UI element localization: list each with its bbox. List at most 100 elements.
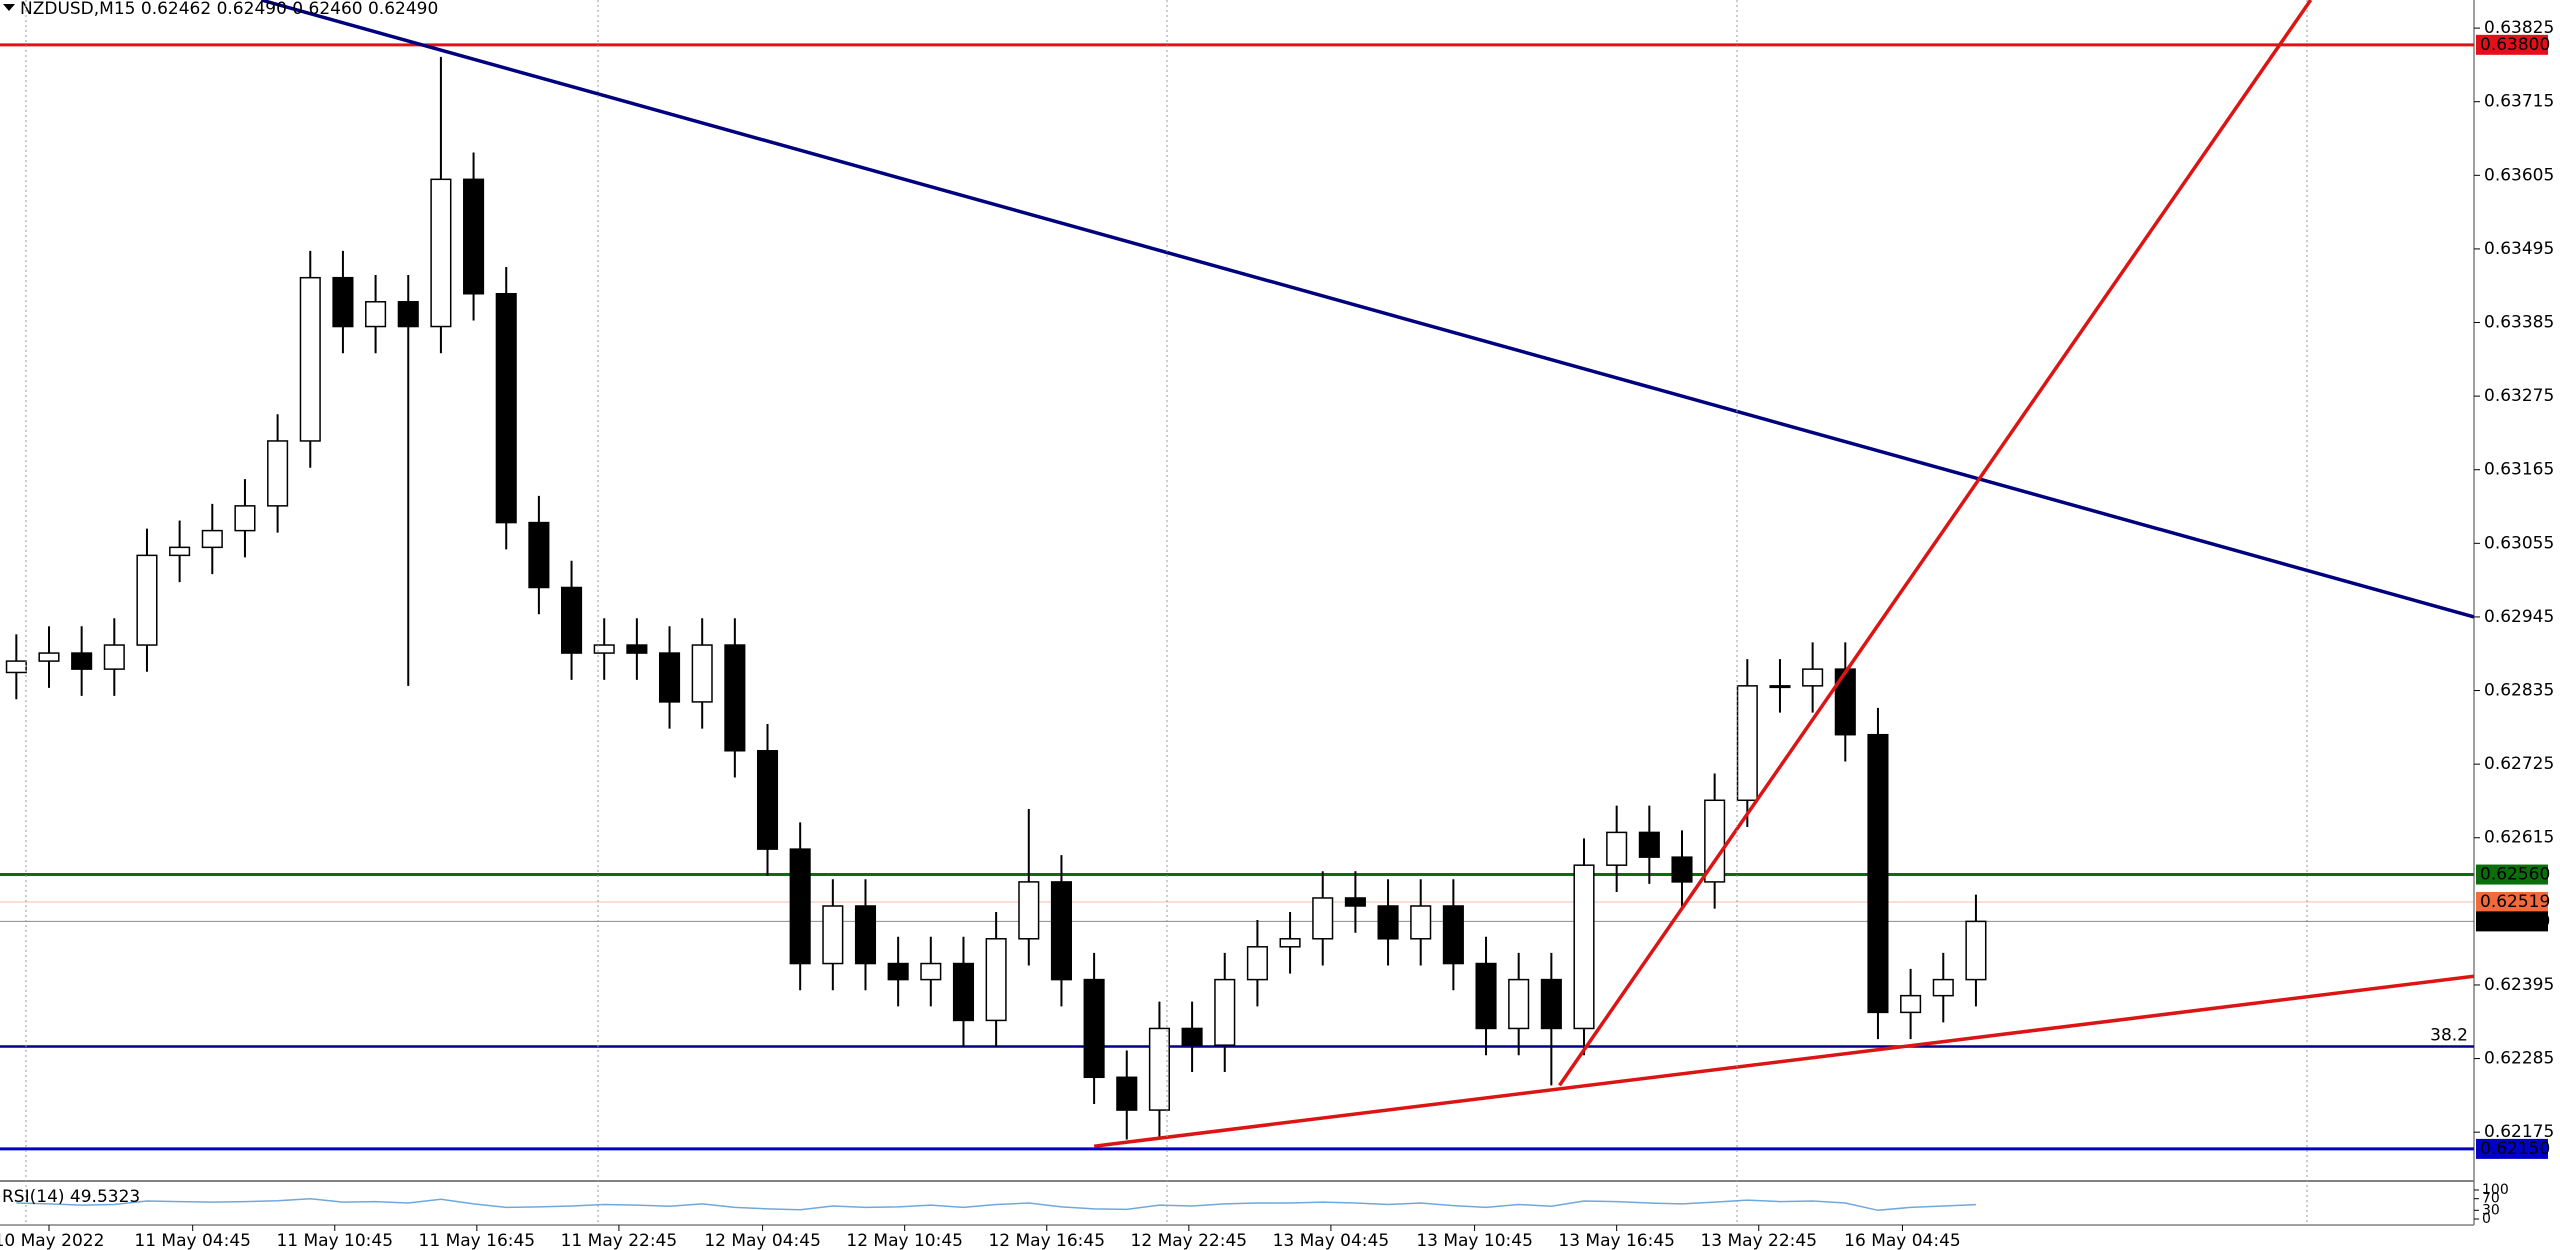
x-tick-label: 12 May 04:45 — [704, 1231, 821, 1250]
y-tick-label: 0.63275 — [2484, 386, 2554, 406]
y-tick-label: 0.63605 — [2484, 165, 2554, 185]
y-tick-label: 0.63715 — [2484, 92, 2554, 112]
y-tick-label: 0.63055 — [2484, 533, 2554, 553]
candle-body — [1769, 685, 1791, 689]
y-tick-label: 0.62175 — [2484, 1122, 2554, 1142]
candle-body — [1704, 799, 1726, 883]
y-tick-label: 0.62615 — [2484, 828, 2554, 848]
candle-body — [5, 660, 27, 674]
candle-body — [1181, 1027, 1203, 1046]
x-tick-label: 13 May 22:45 — [1700, 1231, 1817, 1250]
plot-area — [0, 0, 2474, 1151]
x-tick-label: 13 May 10:45 — [1416, 1231, 1533, 1250]
price-tag-label: 0.63800 — [2480, 35, 2550, 55]
candle-body — [658, 652, 681, 703]
price-tag — [2476, 864, 2548, 885]
candle-body — [1834, 668, 1856, 736]
candle-body — [1475, 962, 1497, 1030]
x-tick-label: 13 May 04:45 — [1273, 1231, 1390, 1250]
candle-body — [1116, 1076, 1138, 1111]
price-tag — [2476, 1138, 2548, 1159]
trend-line — [1093, 974, 2474, 1148]
x-tick-label: 11 May 04:45 — [134, 1231, 251, 1250]
candle-body — [691, 644, 713, 703]
y-tick-label: 0.62395 — [2484, 975, 2554, 995]
candle-body — [1900, 994, 1922, 1014]
candle-body — [1802, 668, 1824, 687]
candle-body — [495, 292, 517, 524]
candle-body — [561, 586, 583, 654]
price-tag — [2476, 34, 2548, 55]
x-tick-label: 11 May 22:45 — [561, 1231, 678, 1250]
candle-body — [1312, 897, 1334, 940]
candle-body — [593, 644, 615, 654]
overlay: NZDUSD,M15 0.62462 0.62490 0.62460 0.624… — [3, 0, 438, 19]
candle-body — [1148, 1027, 1170, 1111]
candle-body — [920, 962, 942, 981]
candle-body — [756, 750, 779, 850]
candle-body — [1638, 831, 1660, 858]
rsi-tick-label: 70 — [2482, 1191, 2500, 1207]
y-tick-label: 0.62835 — [2484, 681, 2554, 701]
candle-body — [528, 521, 550, 589]
x-tick-label: 10 May 2022 — [0, 1231, 104, 1250]
menu-triangle — [3, 4, 15, 11]
trend-line — [1558, 0, 2313, 1087]
trend-line — [260, 0, 2474, 619]
x-tick-label: 11 May 16:45 — [419, 1231, 536, 1250]
candle-body — [365, 301, 387, 328]
rsi-label: RSI(14) 49.5323 — [2, 1187, 140, 1207]
candle-body — [724, 644, 746, 752]
chart-title: NZDUSD,M15 0.62462 0.62490 0.62460 0.624… — [20, 0, 438, 19]
candle-body — [299, 276, 321, 442]
frame — [0, 0, 2475, 1226]
candle-body — [267, 440, 289, 507]
candle-body — [1606, 831, 1628, 866]
price-tag-label: 0.62150 — [2480, 1139, 2550, 1159]
candle-body — [1214, 978, 1236, 1046]
candle-body — [1344, 897, 1366, 907]
candle-body — [1867, 733, 1889, 1014]
candle-body — [887, 962, 909, 981]
x-tick-label: 16 May 04:45 — [1844, 1231, 1961, 1250]
candle-body — [626, 644, 648, 654]
fib-label: 38.2 — [2430, 1026, 2468, 1046]
price-tag-label: 0.62560 — [2480, 865, 2550, 885]
candle-body — [1018, 881, 1040, 940]
candle-body — [1508, 978, 1530, 1030]
rsi-tick-label: 0 — [2482, 1211, 2491, 1227]
candle-body — [1279, 938, 1301, 948]
candle-body — [822, 905, 844, 965]
candle-body — [201, 529, 223, 549]
y-tick-label: 0.62725 — [2484, 754, 2554, 774]
y-tick-label: 0.62945 — [2484, 607, 2554, 627]
candle-body — [1246, 946, 1268, 981]
candle-body — [38, 652, 60, 662]
y-tick-label: 0.62285 — [2484, 1049, 2554, 1069]
candle-body — [1932, 978, 1954, 997]
rsi-line — [16, 1197, 1976, 1212]
price-tag-label: 0.62519 — [2480, 892, 2550, 912]
candle-body — [332, 276, 354, 328]
y-tick-label: 0.63825 — [2484, 18, 2554, 38]
candle-body — [169, 546, 191, 557]
candle-body — [136, 554, 158, 646]
candle-body — [397, 301, 419, 328]
x-tick-label: 11 May 10:45 — [276, 1231, 393, 1250]
y-tick-label: 0.63165 — [2484, 460, 2554, 480]
candle-body — [71, 652, 93, 670]
candle-body — [1050, 881, 1073, 981]
candle-body — [103, 644, 125, 670]
y-tick-label: 0.63495 — [2484, 239, 2554, 259]
candle-body — [463, 178, 485, 295]
price-tag — [2476, 891, 2548, 912]
candle-body — [1736, 685, 1758, 802]
x-tick-label: 12 May 22:45 — [1131, 1231, 1248, 1250]
candle-body — [952, 962, 975, 1022]
price-tag-label: 0.62490 — [2480, 911, 2550, 931]
candle-body — [1540, 978, 1562, 1030]
x-tick-label: 12 May 16:45 — [988, 1231, 1105, 1250]
candle-body — [854, 905, 877, 965]
candle-body — [1410, 905, 1432, 940]
